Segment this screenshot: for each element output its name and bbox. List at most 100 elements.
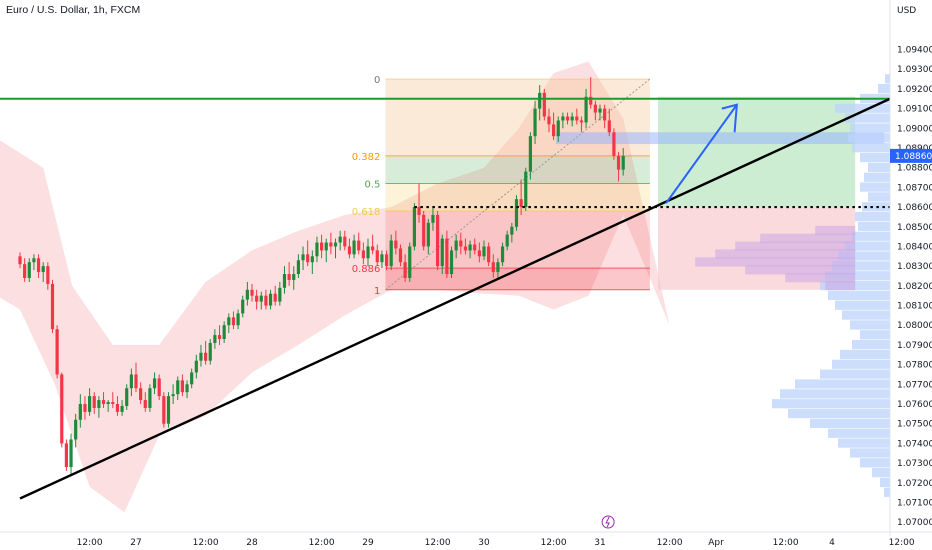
candle-body [500, 246, 505, 263]
candle-body [101, 400, 106, 404]
candle-body [338, 236, 342, 243]
volume-profile-row [855, 212, 890, 222]
volume-profile-row [840, 349, 890, 360]
candle-body [199, 352, 203, 361]
fib-label: 0.886 [352, 264, 381, 275]
candle-body [519, 199, 523, 208]
candle-body [41, 266, 45, 273]
volume-profile-row [852, 340, 890, 350]
candle-body [343, 236, 347, 247]
candle-body [278, 287, 282, 302]
candle-body [190, 372, 194, 385]
candle-body [162, 396, 166, 424]
candle-body [129, 374, 133, 389]
fib-label: 0.5 [364, 179, 380, 190]
volume-profile-row [848, 133, 890, 143]
candle-body [264, 295, 268, 306]
candle-body [352, 240, 356, 255]
candle-body [491, 262, 495, 273]
candle-body [612, 132, 616, 156]
volume-profile-row [850, 123, 890, 133]
fib-label: 0.618 [352, 207, 381, 218]
candle-body [143, 400, 147, 408]
volume-profile-row [828, 428, 890, 438]
candle-body [333, 242, 338, 247]
candle-body [315, 242, 319, 257]
price-tick: 1.08600 [897, 203, 932, 213]
candle-body [296, 260, 300, 275]
candle-body [436, 214, 440, 267]
candle-body [245, 289, 249, 300]
candle-body [384, 254, 389, 267]
candle-body [36, 258, 41, 273]
time-tick: 12:00 [193, 538, 219, 548]
last-price-badge [890, 148, 932, 163]
candle-body [74, 419, 78, 440]
candle-body [171, 394, 175, 397]
price-tick: 1.07300 [897, 459, 932, 469]
fib-band [385, 155, 650, 184]
candle-body [408, 246, 412, 278]
session-profile-row [695, 257, 856, 267]
candle-body [176, 380, 180, 395]
candle-body [547, 116, 551, 125]
candle-body [477, 250, 481, 257]
session-profile-row [785, 273, 856, 283]
volume-profile-row [838, 438, 890, 448]
candle-body [268, 293, 273, 306]
candle-body [148, 388, 152, 408]
fib-label: 0.382 [352, 152, 381, 163]
candle-body [593, 104, 597, 113]
candle-body [241, 299, 245, 314]
candle-body [97, 400, 101, 408]
candle-body [125, 388, 129, 406]
candle-body [403, 262, 407, 278]
target-zone [658, 96, 856, 208]
candle-body [347, 246, 352, 255]
candle-body [83, 404, 87, 412]
candle-body [496, 262, 500, 273]
candle-body [287, 274, 291, 280]
candle-body [398, 248, 403, 263]
price-tick: 1.07400 [897, 439, 932, 449]
candle-body [426, 222, 430, 247]
candle-body [565, 116, 570, 121]
candle-body [524, 171, 528, 208]
price-tick: 1.09000 [897, 124, 932, 134]
candle-body [575, 116, 579, 121]
volume-profile-row [832, 261, 890, 271]
candle-body [589, 96, 593, 105]
session-profile-row [745, 265, 856, 275]
candle-body [23, 264, 27, 278]
event-marker-icon[interactable] [601, 515, 615, 529]
volume-profile-row [860, 182, 890, 192]
candle-body [222, 325, 226, 340]
candle-body [213, 335, 217, 343]
candle-body [468, 244, 472, 251]
candle-body [533, 108, 537, 137]
time-tick: 12:00 [889, 538, 915, 548]
candle-body [60, 374, 64, 444]
candle-body [88, 396, 92, 412]
price-tick: 1.07700 [897, 380, 932, 390]
volume-profile-row [825, 271, 890, 281]
session-profile-row [760, 233, 856, 243]
fib-band [385, 268, 650, 290]
price-tick: 1.09200 [897, 85, 932, 95]
fib-band [385, 79, 650, 156]
price-tick: 1.08800 [897, 164, 932, 174]
candle-body [463, 246, 468, 251]
candle-body [570, 116, 574, 121]
candle-body [607, 120, 611, 133]
volume-profile-row [850, 320, 890, 330]
candle-body [185, 384, 189, 393]
volume-profile-row [852, 143, 890, 153]
candle-body [204, 352, 208, 361]
candle-body [412, 207, 416, 247]
volume-profile-row [852, 231, 890, 241]
candle-body [357, 240, 361, 251]
price-tick: 1.09400 [897, 46, 932, 56]
time-tick: 29 [362, 538, 374, 548]
volume-profile-row [872, 468, 890, 478]
